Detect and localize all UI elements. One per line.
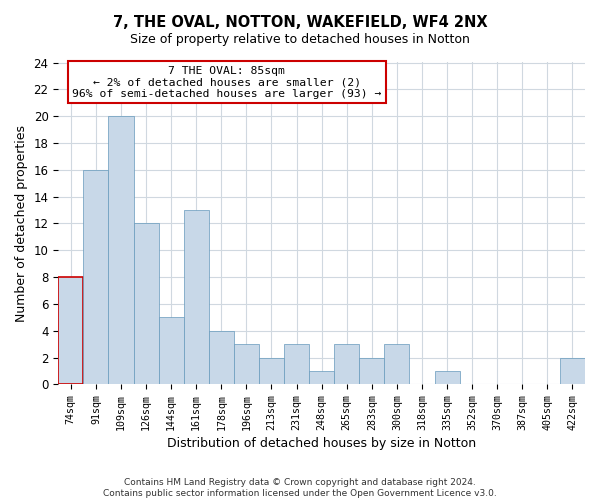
Bar xyxy=(359,358,385,384)
Bar xyxy=(109,116,134,384)
Bar xyxy=(284,344,309,385)
Bar xyxy=(309,371,334,384)
Text: Contains HM Land Registry data © Crown copyright and database right 2024.
Contai: Contains HM Land Registry data © Crown c… xyxy=(103,478,497,498)
Bar xyxy=(209,330,234,384)
Text: 7 THE OVAL: 85sqm
← 2% of detached houses are smaller (2)
96% of semi-detached h: 7 THE OVAL: 85sqm ← 2% of detached house… xyxy=(72,66,382,99)
Bar xyxy=(259,358,284,384)
Bar xyxy=(83,170,109,384)
Text: Size of property relative to detached houses in Notton: Size of property relative to detached ho… xyxy=(130,32,470,46)
Y-axis label: Number of detached properties: Number of detached properties xyxy=(15,125,28,322)
Bar xyxy=(334,344,359,385)
Text: 7, THE OVAL, NOTTON, WAKEFIELD, WF4 2NX: 7, THE OVAL, NOTTON, WAKEFIELD, WF4 2NX xyxy=(113,15,487,30)
Bar xyxy=(184,210,209,384)
Bar xyxy=(434,371,460,384)
X-axis label: Distribution of detached houses by size in Notton: Distribution of detached houses by size … xyxy=(167,437,476,450)
Bar xyxy=(560,358,585,384)
Bar xyxy=(134,224,158,384)
Bar xyxy=(58,277,83,384)
Bar xyxy=(234,344,259,385)
Bar xyxy=(385,344,409,385)
Bar xyxy=(158,318,184,384)
